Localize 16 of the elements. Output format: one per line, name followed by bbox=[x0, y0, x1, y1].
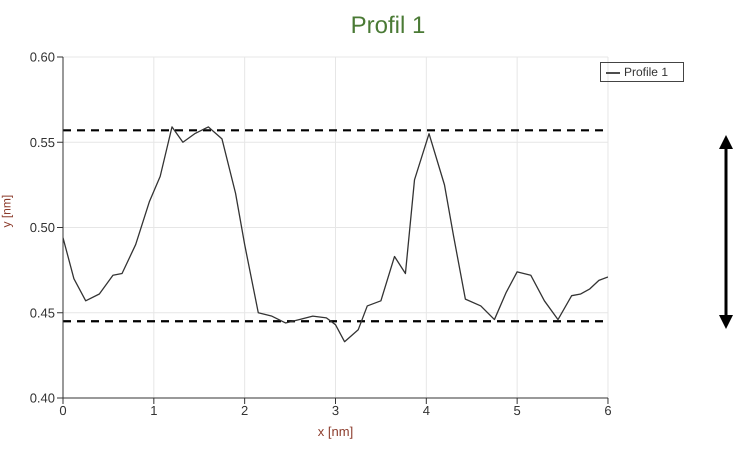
x-tick-label: 3 bbox=[332, 403, 340, 418]
y-tick-label: 0.55 bbox=[30, 134, 55, 150]
x-tick-label: 2 bbox=[241, 403, 248, 418]
y-tick-label: 0.50 bbox=[30, 220, 55, 236]
y-tick-label: 0.60 bbox=[30, 50, 55, 65]
legend-label: Profile 1 bbox=[624, 65, 668, 79]
y-tick-label: 0.45 bbox=[30, 305, 55, 320]
x-tick-label: 6 bbox=[604, 403, 612, 418]
x-tick-label: 0 bbox=[59, 403, 67, 418]
x-axis-title: x [nm] bbox=[318, 424, 354, 439]
y-tick-label: 0.40 bbox=[30, 390, 55, 406]
y-axis-title: y [nm] bbox=[0, 194, 14, 228]
x-tick-label: 1 bbox=[150, 403, 158, 418]
x-tick-label: 5 bbox=[514, 403, 521, 418]
x-tick-label: 4 bbox=[422, 403, 430, 418]
chart-title: Profil 1 bbox=[350, 12, 426, 40]
